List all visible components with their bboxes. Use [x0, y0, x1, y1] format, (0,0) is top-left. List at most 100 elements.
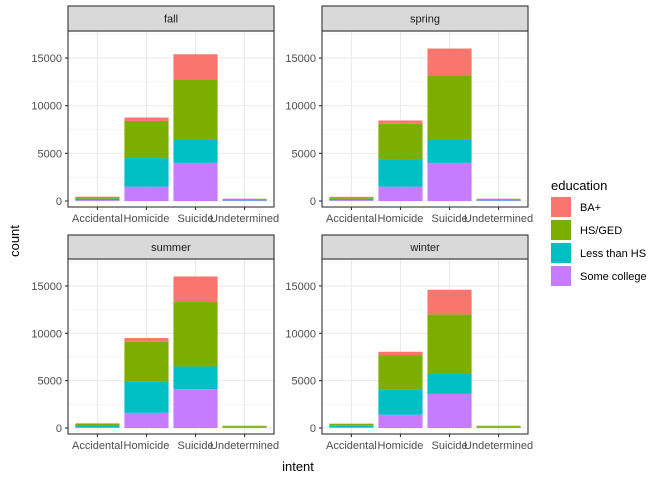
y-tick-label: 10000	[31, 101, 62, 113]
panel-background	[68, 31, 274, 207]
bar-suicide-hs-ged	[173, 302, 218, 367]
y-tick-label: 15000	[31, 53, 62, 65]
y-tick-label: 5000	[292, 148, 316, 160]
facet-fall: fall 0 5000 10000 15000 Accidental Homicide Sui…	[31, 5, 279, 225]
bar-homicide-some-college	[378, 186, 423, 201]
bar-suicide-less-than-hs	[173, 366, 218, 390]
legend-key-some-college	[551, 266, 571, 286]
legend-key-ba	[551, 197, 571, 217]
x-tick-label: Homicide	[124, 440, 170, 452]
x-tick-label: Accidental	[326, 213, 377, 225]
x-tick-label: Suicide	[431, 213, 467, 225]
bar-undetermined-less-than-hs	[222, 199, 267, 201]
bar-suicide-hs-ged	[427, 75, 472, 141]
bar-suicide-ba	[173, 276, 218, 303]
bar-accidental-less-than-hs	[75, 198, 120, 201]
bar-suicide-some-college	[173, 389, 218, 428]
facet-summer: summer 0 5000 10000 15000 Accidental Homicide S…	[31, 234, 279, 452]
y-tick-label: 10000	[31, 328, 62, 340]
y-tick-label: 0	[310, 196, 316, 208]
y-tick-label: 0	[56, 196, 62, 208]
bar-undetermined-some-college	[222, 427, 267, 428]
facet-spring: spring 0 5000 10000 15000 Accidental Homicide S…	[285, 5, 533, 225]
facet-winter: winter 0 5000 10000 15000 Accidental Homicide S…	[285, 234, 533, 452]
bar-homicide-less-than-hs	[378, 159, 423, 187]
x-tick-label: Undetermined	[464, 440, 533, 452]
strip-label: winter	[409, 242, 440, 254]
bar-homicide-ba	[124, 117, 169, 121]
bar-undetermined-hs-ged	[476, 426, 521, 427]
strip-label: fall	[164, 14, 178, 26]
strip-label: summer	[151, 242, 191, 254]
panel-background	[68, 259, 274, 434]
bar-homicide-some-college	[124, 186, 169, 201]
x-axis-title: intent	[282, 459, 314, 474]
bar-undetermined-less-than-hs	[476, 199, 521, 201]
legend-label-ba: BA+	[580, 202, 601, 214]
x-tick-label: Suicide	[177, 440, 213, 452]
bar-homicide-hs-ged	[378, 355, 423, 390]
bar-suicide-hs-ged	[173, 79, 218, 141]
bar-accidental-less-than-hs	[329, 425, 374, 428]
bar-homicide-ba	[124, 338, 169, 342]
bar-suicide-less-than-hs	[427, 374, 472, 394]
bar-homicide-less-than-hs	[378, 389, 423, 415]
x-tick-label: Suicide	[177, 213, 213, 225]
bar-undetermined-some-college	[476, 427, 521, 428]
bar-undetermined-some-college	[476, 200, 521, 201]
y-tick-label: 15000	[31, 281, 62, 293]
legend: education BA+ HS/GED Less than HS Some coll…	[551, 178, 647, 286]
y-tick-label: 5000	[38, 376, 62, 388]
bar-homicide-hs-ged	[124, 120, 169, 159]
bar-accidental-some-college	[329, 427, 374, 428]
y-tick-label: 0	[56, 423, 62, 435]
bar-undetermined-some-college	[222, 200, 267, 201]
legend-key-less-than-hs	[551, 243, 571, 263]
x-tick-label: Homicide	[378, 440, 424, 452]
bar-accidental-hs-ged	[75, 197, 120, 199]
bar-suicide-ba	[427, 289, 472, 315]
strip-background	[67, 5, 275, 32]
legend-label-some-college: Some college	[580, 271, 647, 283]
legend-title: education	[551, 178, 607, 193]
bar-accidental-hs-ged	[329, 197, 374, 199]
y-tick-label: 5000	[292, 376, 316, 388]
bar-undetermined-hs-ged	[222, 198, 267, 200]
bar-undetermined-less-than-hs	[222, 426, 267, 428]
bar-homicide-hs-ged	[378, 123, 423, 160]
y-tick-label: 15000	[285, 53, 316, 65]
x-tick-label: Homicide	[124, 213, 170, 225]
bar-homicide-some-college	[124, 412, 169, 428]
y-tick-label: 10000	[285, 101, 316, 113]
x-tick-label: Undetermined	[210, 213, 279, 225]
x-tick-label: Accidental	[72, 440, 123, 452]
bar-accidental-hs-ged	[75, 423, 120, 426]
panel-background	[322, 31, 528, 207]
x-tick-label: Undetermined	[210, 440, 279, 452]
strip-background	[67, 234, 275, 260]
y-axis-title: count	[7, 225, 22, 257]
bar-homicide-less-than-hs	[124, 158, 169, 187]
x-tick-label: Suicide	[431, 440, 467, 452]
bar-homicide-some-college	[378, 414, 423, 428]
bar-suicide-ba	[173, 54, 218, 80]
x-tick-label: Undetermined	[464, 213, 533, 225]
strip-background	[321, 234, 529, 260]
bar-accidental-less-than-hs	[329, 198, 374, 201]
x-tick-label: Accidental	[326, 440, 377, 452]
bar-undetermined-hs-ged	[222, 426, 267, 427]
bar-accidental-some-college	[75, 200, 120, 201]
bar-accidental-hs-ged	[329, 424, 374, 426]
bar-homicide-less-than-hs	[124, 381, 169, 413]
y-tick-label: 15000	[285, 281, 316, 293]
strip-background	[321, 5, 529, 32]
y-tick-label: 10000	[285, 328, 316, 340]
bar-suicide-less-than-hs	[173, 140, 218, 163]
bar-accidental-some-college	[75, 427, 120, 428]
bar-undetermined-hs-ged	[476, 198, 521, 200]
bar-accidental-less-than-hs	[75, 425, 120, 428]
strip-label: spring	[410, 14, 440, 26]
bar-homicide-hs-ged	[124, 341, 169, 382]
bar-homicide-ba	[378, 351, 423, 356]
